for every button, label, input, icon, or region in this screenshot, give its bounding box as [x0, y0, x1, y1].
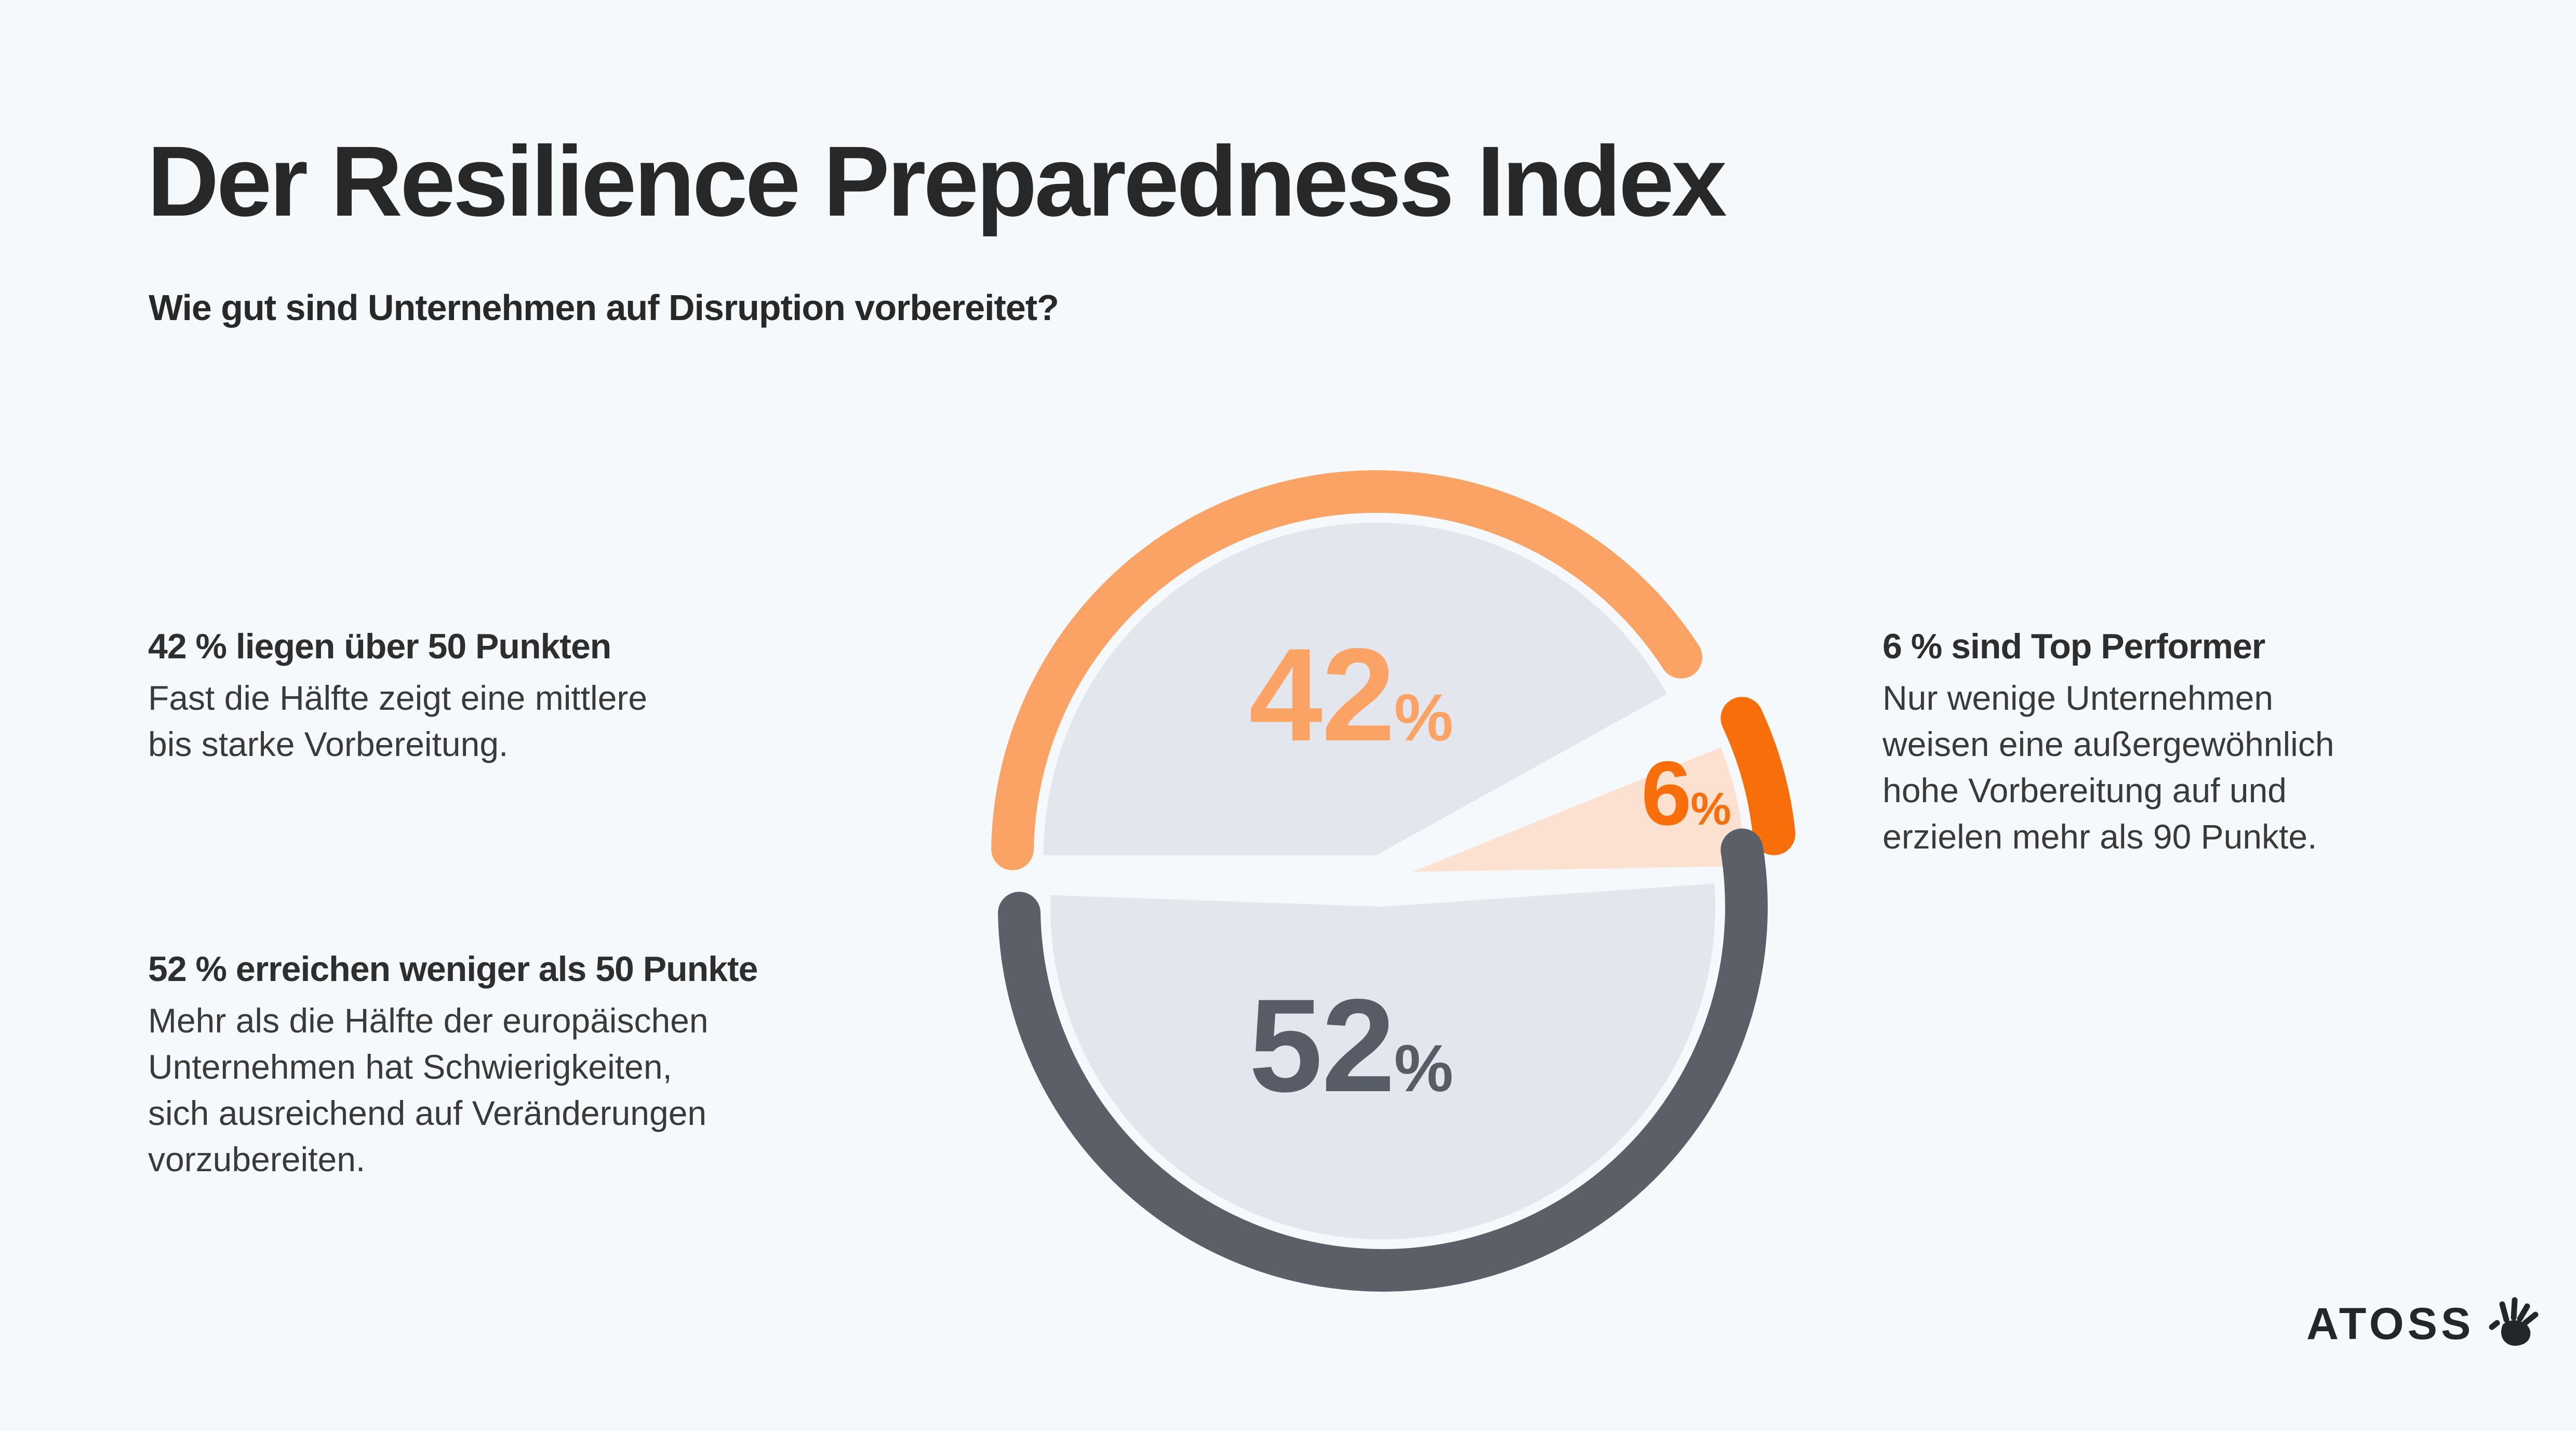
atoss-wordmark: ATOSS [2306, 1298, 2475, 1349]
hand-palm [2501, 1320, 2531, 1346]
annotation-52-body: Mehr als die Hälfte der europäischen Unt… [148, 1001, 709, 1178]
pie-arc-42 [991, 470, 1703, 870]
atoss-logo: ATOSS [2306, 1293, 2547, 1355]
pie-chart: 42% 6% 52% [935, 431, 1828, 1346]
hand-thumb [2489, 1320, 2500, 1330]
annotation-42-body: Fast die Hälfte zeigt eine mittlere bis … [148, 679, 648, 763]
annotation-6-body: Nur wenige Unternehmen weisen eine außer… [1883, 679, 2334, 856]
annotation-6-heading: 6 % sind Top Performer [1883, 627, 2265, 666]
pie-arc-6 [1720, 697, 1796, 855]
pie-slice-42 [1044, 522, 1667, 855]
pie-label-6: 6% [1641, 743, 1730, 844]
annotation-6-block: 6 % sind Top Performer Nur wenige Untern… [1883, 626, 2563, 860]
pie-slice-52 [1050, 883, 1715, 1240]
hand-finger-1 [2499, 1301, 2510, 1323]
hand-finger-4 [2522, 1311, 2539, 1326]
pie-arc-52 [998, 828, 1768, 1292]
pie-label-42: 42% [1249, 621, 1452, 769]
annotation-42-heading: 42 % liegen über 50 Punkten [148, 627, 611, 666]
hand-finger-accent [2517, 1303, 2530, 1322]
annotation-52-block: 52 % erreichen weniger als 50 Punkte Meh… [148, 949, 969, 1183]
page-subtitle: Wie gut sind Unternehmen auf Disruption … [149, 287, 1059, 328]
hand-icon [2489, 1297, 2539, 1346]
pie-label-52: 52% [1249, 972, 1452, 1120]
page-title: Der Resilience Preparedness Index [147, 125, 1727, 237]
annotation-42-block: 42 % liegen über 50 Punkten Fast die Häl… [148, 626, 917, 767]
annotation-52-heading: 52 % erreichen weniger als 50 Punkte [148, 949, 758, 989]
hand-finger-2 [2511, 1297, 2518, 1321]
pie-slice-6 [1412, 747, 1745, 872]
